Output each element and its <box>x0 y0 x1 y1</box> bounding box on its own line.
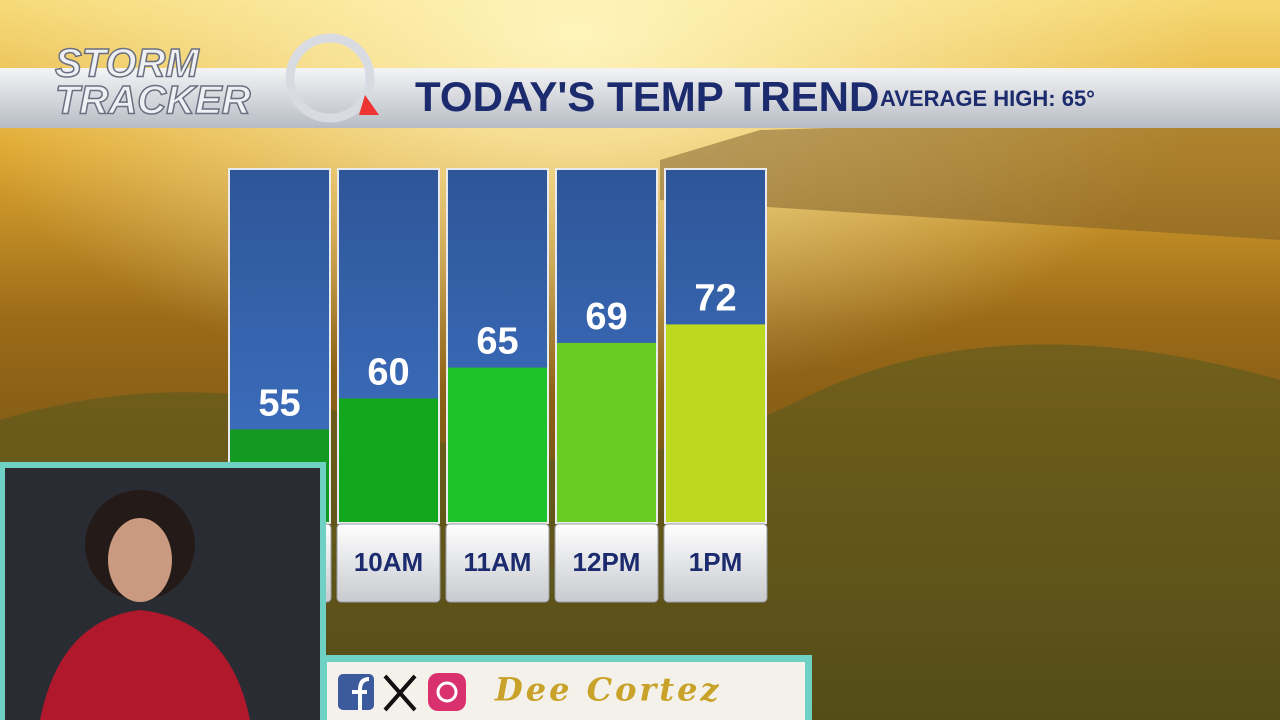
value-label: 69 <box>585 296 627 338</box>
face <box>108 518 172 602</box>
value-label: 55 <box>258 382 300 424</box>
time-box <box>554 523 659 603</box>
logo-ring <box>285 33 375 123</box>
title: TODAY'S TEMP TREND <box>415 73 879 120</box>
average-high: AVERAGE HIGH: 65° <box>880 86 1095 111</box>
peacock-icon <box>359 95 379 115</box>
bar <box>666 324 765 522</box>
dress <box>40 610 250 720</box>
x-icon <box>383 674 417 712</box>
instagram-lens <box>436 681 458 703</box>
social-bar: Dee Cortez <box>320 655 812 720</box>
time-box <box>336 523 441 603</box>
value-label: 65 <box>476 321 518 363</box>
value-label: 60 <box>367 352 409 394</box>
social-panel <box>327 662 805 720</box>
x-tick-label: 12PM <box>573 547 641 577</box>
time-box <box>663 523 768 603</box>
instagram-icon <box>428 673 466 711</box>
x-tick-label: 1PM <box>689 547 742 577</box>
mountains <box>660 110 1280 240</box>
presenter-inset <box>0 462 326 720</box>
value-label: 72 <box>694 277 736 319</box>
bar <box>557 342 656 522</box>
bar <box>339 398 438 522</box>
logo-bottom: TRACKER <box>55 79 251 123</box>
x-tick-label: 11AM <box>464 547 532 577</box>
time-box <box>445 523 550 603</box>
presenter-name: Dee Cortez <box>494 671 722 709</box>
logo-top: STORM <box>55 42 200 86</box>
x-tick-label: 10AM <box>354 547 423 577</box>
bar <box>448 367 547 522</box>
facebook-glyph <box>352 677 370 710</box>
header-band <box>0 68 1280 128</box>
